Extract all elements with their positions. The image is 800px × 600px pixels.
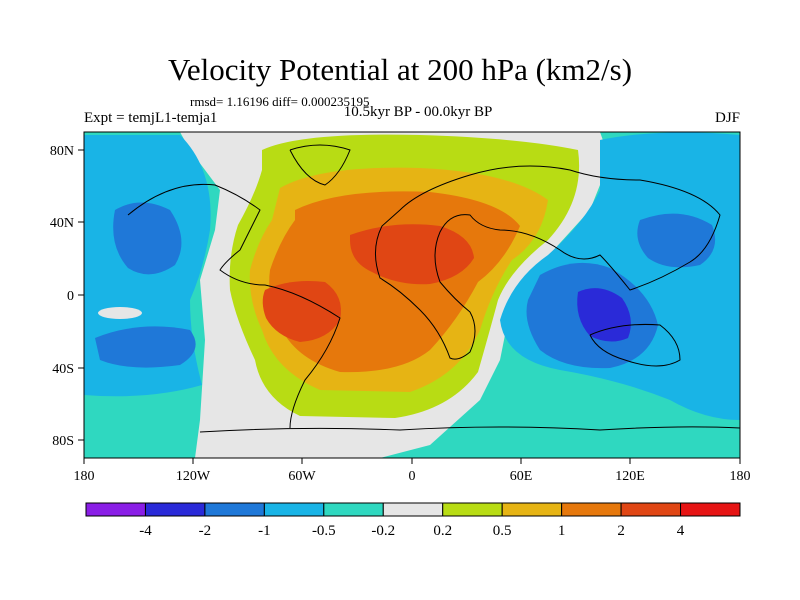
lat-label-40n: 40N (50, 216, 74, 231)
colorbar-swatch (382, 502, 444, 517)
colorbar-label: -0.2 (371, 523, 395, 539)
colorbar-label: 0.2 (433, 523, 452, 539)
lat-label-0: 0 (67, 289, 74, 304)
colorbar-swatch (323, 502, 384, 517)
positive-2-region-south-america (262, 281, 341, 342)
experiment-label: Expt = temjL1-temja1 (84, 110, 218, 126)
positive-2-region-north-africa (350, 224, 474, 285)
season-label: DJF (714, 110, 740, 126)
negative-1-east-pacific (637, 213, 716, 268)
stats-text: rmsd= 1.16196 diff= 0.000235195 (190, 94, 370, 109)
colorbar-swatch (620, 502, 682, 517)
colorbar-label: 0.5 (493, 523, 512, 539)
lat-label-40s: 40S (52, 362, 74, 377)
lon-label-180w: 180 (74, 469, 95, 484)
latitude-labels: 80N 40N 0 40S 80S (50, 144, 74, 449)
colorbar-label: -2 (199, 523, 212, 539)
colorbar-swatch (144, 502, 206, 517)
colorbar-label: -1 (258, 523, 271, 539)
colorbar-labels: -4 -2 -1 -0.5 -0.2 0.2 0.5 1 2 4 (139, 523, 685, 539)
negative-1-north-pacific (113, 202, 182, 275)
colorbar-swatch (263, 502, 325, 517)
colorbar-label: 2 (617, 523, 625, 539)
lon-label-0: 0 (409, 469, 416, 484)
contour-fields (84, 132, 740, 458)
near-zero-patch (98, 307, 142, 319)
colorbar-swatch (442, 502, 503, 517)
colorbar-swatch (680, 502, 741, 517)
axis-ticks (78, 149, 741, 464)
lon-label-60w: 60W (288, 469, 316, 484)
lon-label-180e: 180 (730, 469, 751, 484)
colorbar (85, 502, 741, 517)
colorbar-swatch (501, 502, 563, 517)
negative-2-center (577, 288, 631, 342)
lon-label-120e: 120E (615, 469, 645, 484)
colorbar-label: 4 (677, 523, 685, 539)
colorbar-label: 1 (558, 523, 566, 539)
lat-label-80n: 80N (50, 144, 74, 159)
colorbar-swatch (85, 502, 146, 517)
colorbar-label: -0.5 (312, 523, 336, 539)
lon-label-60e: 60E (510, 469, 533, 484)
colorbar-swatch (561, 502, 622, 517)
colorbar-label: -4 (139, 523, 152, 539)
map-title: Velocity Potential at 200 hPa (km2/s) (167, 52, 633, 87)
colorbar-swatch (204, 502, 265, 517)
lat-label-80s: 80S (52, 434, 74, 449)
period-label: 10.5kyr BP - 00.0kyr BP (343, 104, 493, 120)
lon-label-120w: 120W (176, 469, 211, 484)
coastlines (127, 144, 740, 433)
negative-1-south-pacific (95, 326, 196, 368)
longitude-labels: 180 120W 60W 0 60E 120E 180 (74, 469, 751, 484)
